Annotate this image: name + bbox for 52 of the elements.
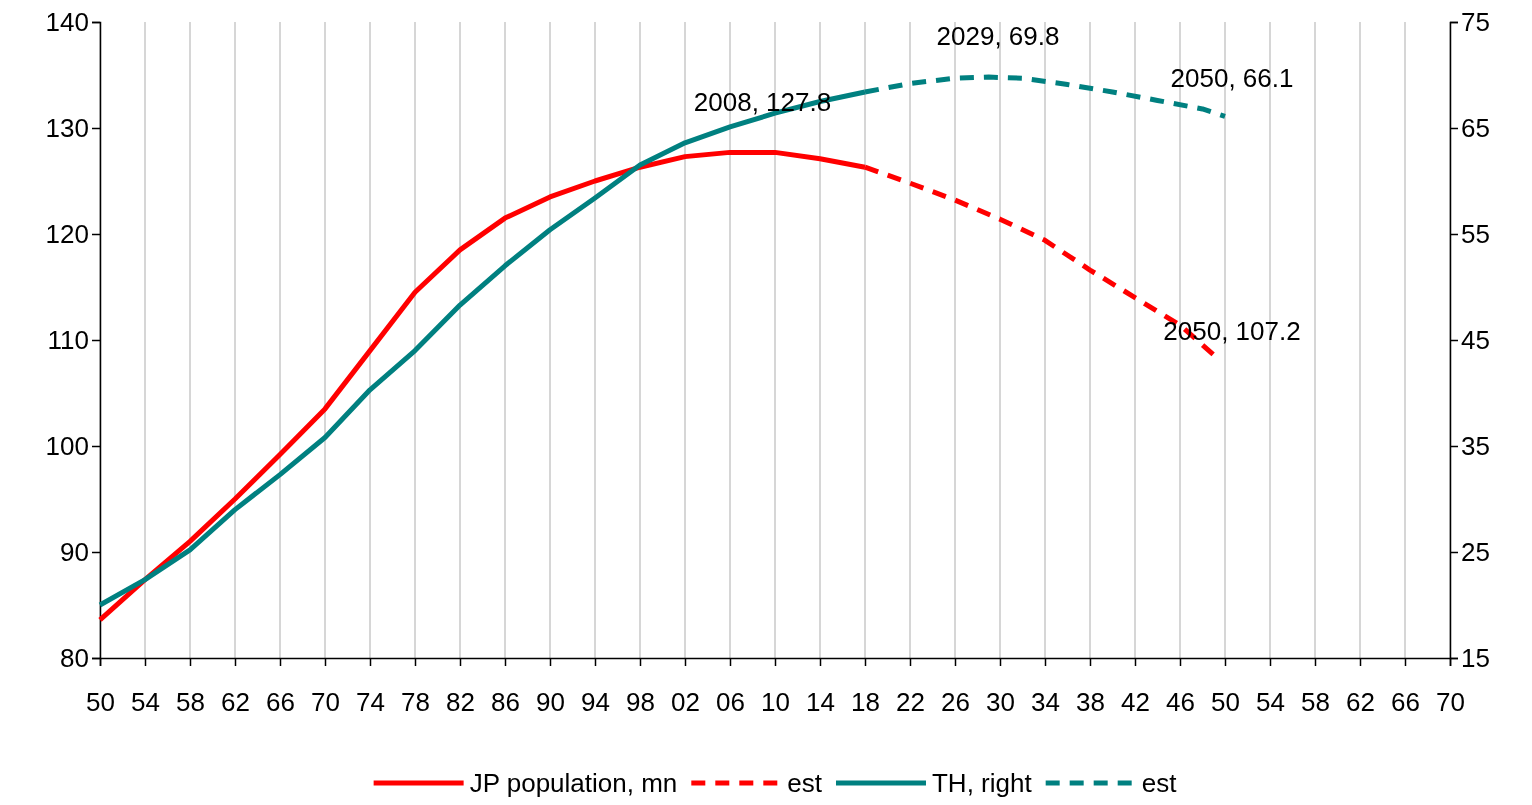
x-tick-label: 54 bbox=[131, 686, 160, 717]
x-tick-label: 58 bbox=[176, 686, 205, 717]
y2-tick-label: 25 bbox=[1461, 536, 1490, 567]
y2-tick-label: 55 bbox=[1461, 218, 1490, 249]
y-tick-label: 140 bbox=[45, 6, 89, 37]
y2-tick-label: 65 bbox=[1461, 112, 1490, 143]
x-tick-label: 02 bbox=[671, 686, 700, 717]
legend-label: JP population, mn bbox=[469, 768, 678, 798]
y-tick-label: 120 bbox=[45, 218, 89, 249]
x-tick-label: 78 bbox=[401, 686, 430, 717]
x-tick-label: 70 bbox=[1436, 686, 1465, 717]
legend-label: est bbox=[1141, 768, 1178, 798]
legend-label: est bbox=[787, 768, 823, 798]
x-tick-label: 62 bbox=[221, 686, 250, 717]
x-tick-label: 62 bbox=[1346, 686, 1375, 717]
annotation: 2050, 107.2 bbox=[1163, 316, 1301, 346]
y-tick-label: 130 bbox=[45, 112, 89, 143]
x-tick-label: 86 bbox=[491, 686, 520, 717]
x-tick-label: 58 bbox=[1301, 686, 1330, 717]
x-tick-label: 14 bbox=[806, 686, 835, 717]
x-tick-label: 74 bbox=[356, 686, 385, 717]
y-tick-label: 100 bbox=[45, 430, 89, 461]
y2-tick-label: 45 bbox=[1461, 324, 1490, 355]
y2-tick-label: 15 bbox=[1461, 642, 1490, 673]
annotation: 2050, 66.1 bbox=[1170, 63, 1294, 93]
x-tick-label: 98 bbox=[626, 686, 655, 717]
x-tick-label: 46 bbox=[1166, 686, 1195, 717]
x-tick-label: 10 bbox=[761, 686, 790, 717]
annotation: 2029, 69.8 bbox=[936, 21, 1060, 51]
x-tick-label: 38 bbox=[1076, 686, 1105, 717]
x-tick-label: 50 bbox=[86, 686, 115, 717]
x-tick-label: 26 bbox=[941, 686, 970, 717]
x-tick-label: 30 bbox=[986, 686, 1015, 717]
y2-tick-label: 35 bbox=[1461, 430, 1490, 461]
x-tick-label: 94 bbox=[581, 686, 610, 717]
y-tick-label: 110 bbox=[47, 324, 89, 355]
x-tick-label: 18 bbox=[851, 686, 880, 717]
x-tick-label: 54 bbox=[1256, 686, 1285, 717]
legend-label: TH, right bbox=[931, 768, 1033, 798]
x-tick-label: 70 bbox=[311, 686, 340, 717]
y-tick-label: 80 bbox=[60, 642, 89, 673]
x-tick-label: 82 bbox=[446, 686, 475, 717]
x-tick-label: 90 bbox=[536, 686, 565, 717]
x-tick-label: 34 bbox=[1031, 686, 1060, 717]
x-tick-label: 50 bbox=[1211, 686, 1240, 717]
x-tick-label: 66 bbox=[266, 686, 295, 717]
x-tick-label: 22 bbox=[896, 686, 925, 717]
x-tick-label: 42 bbox=[1121, 686, 1150, 717]
x-tick-label: 06 bbox=[716, 686, 745, 717]
y-tick-label: 90 bbox=[60, 536, 89, 567]
x-tick-label: 66 bbox=[1391, 686, 1420, 717]
y2-tick-label: 75 bbox=[1461, 6, 1490, 37]
